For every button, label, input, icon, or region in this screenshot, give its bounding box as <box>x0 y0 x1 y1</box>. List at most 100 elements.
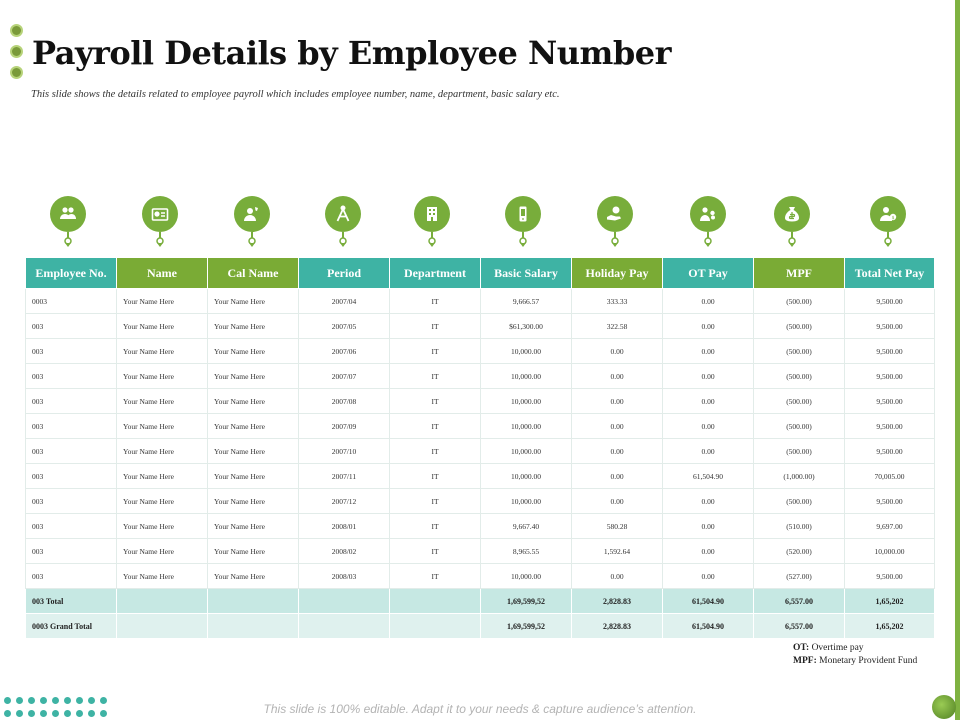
total-ot-pay: 61,504.90 <box>662 588 754 614</box>
cell-cal-name: Your Name Here <box>207 463 299 489</box>
table-row: 003 Your Name Here Your Name Here 2007/09 IT… <box>25 413 935 439</box>
cell-ot-pay: 0.00 <box>662 363 754 389</box>
cell-mpf: (500.00) <box>753 438 845 464</box>
svg-text:$: $ <box>892 215 895 221</box>
cell-department: IT <box>389 363 481 389</box>
cell-department: IT <box>389 438 481 464</box>
cell-employee-no: 003 <box>25 363 117 389</box>
grand-total-cell <box>207 613 299 639</box>
grand-total-label: 0003 Grand Total <box>25 613 117 639</box>
cell-employee-no: 0003 <box>25 288 117 314</box>
cell-cal-name: Your Name Here <box>207 388 299 414</box>
cell-total-net-pay: 9,500.00 <box>844 413 935 439</box>
cell-total-net-pay: 9,500.00 <box>844 338 935 364</box>
cell-period: 2007/08 <box>298 388 390 414</box>
grand-total-basic-salary: 1,69,599,52 <box>480 613 572 639</box>
cell-total-net-pay: 9,500.00 <box>844 438 935 464</box>
compass-icon <box>325 196 361 247</box>
cell-name: Your Name Here <box>116 288 208 314</box>
id-card-icon <box>142 196 178 247</box>
cell-period: 2007/06 <box>298 338 390 364</box>
cell-department: IT <box>389 413 481 439</box>
cell-employee-no: 003 <box>25 388 117 414</box>
people-icon <box>50 196 86 247</box>
cell-total-net-pay: 9,697.00 <box>844 513 935 539</box>
legend-mpf-value: Monetary Provident Fund <box>816 656 918 666</box>
cell-basic-salary: 8,965.55 <box>480 538 572 564</box>
cell-period: 2008/03 <box>298 563 390 589</box>
cell-basic-salary: 10,000.00 <box>480 388 572 414</box>
cell-basic-salary: 9,667.40 <box>480 513 572 539</box>
cell-mpf: (1,000.00) <box>753 463 845 489</box>
cell-period: 2007/09 <box>298 413 390 439</box>
cell-employee-no: 003 <box>25 513 117 539</box>
total-basic-salary: 1,69,599,52 <box>480 588 572 614</box>
cell-ot-pay: 0.00 <box>662 438 754 464</box>
accent-bar <box>955 0 960 720</box>
table-total-row: 003 Total 1,69,599,52 2,828.83 61,504.90 6,5… <box>25 588 935 614</box>
coin-hand-icon <box>597 196 633 247</box>
total-cell <box>389 588 481 614</box>
cell-holiday-pay: 0.00 <box>571 388 663 414</box>
cell-basic-salary: 10,000.00 <box>480 338 572 364</box>
cell-cal-name: Your Name Here <box>207 438 299 464</box>
legend-ot-value: Overtime pay <box>809 643 864 653</box>
cell-ot-pay: 0.00 <box>662 288 754 314</box>
cell-period: 2007/07 <box>298 363 390 389</box>
user-dollar-icon: $ <box>870 196 906 247</box>
table-row: 003 Your Name Here Your Name Here 2008/03 IT… <box>25 563 935 589</box>
cell-employee-no: 003 <box>25 538 117 564</box>
cell-ot-pay: 0.00 <box>662 313 754 339</box>
cell-department: IT <box>389 388 481 414</box>
total-cell <box>116 588 208 614</box>
table-row: 003 Your Name Here Your Name Here 2007/10 IT… <box>25 438 935 464</box>
grand-total-mpf: 6,557.00 <box>753 613 845 639</box>
cell-basic-salary: 10,000.00 <box>480 438 572 464</box>
footer-note: This slide is 100% editable. Adapt it to… <box>263 702 697 716</box>
cell-department: IT <box>389 338 481 364</box>
total-cell <box>207 588 299 614</box>
cell-total-net-pay: 70,005.00 <box>844 463 935 489</box>
header-ot-pay: OT Pay <box>662 257 754 289</box>
cell-employee-no: 003 <box>25 463 117 489</box>
table-row: 003 Your Name Here Your Name Here 2007/12 IT… <box>25 488 935 514</box>
cell-employee-no: 003 <box>25 413 117 439</box>
cell-total-net-pay: 9,500.00 <box>844 288 935 314</box>
cell-mpf: (510.00) <box>753 513 845 539</box>
payroll-table: Employee No. Name Cal Name Period Depart… <box>25 257 935 639</box>
table-grand-total-row: 0003 Grand Total 1,69,599,52 2,828.83 61,50… <box>25 613 935 639</box>
legend-ot: OT: Overtime pay <box>793 642 917 655</box>
cell-basic-salary: 9,666.57 <box>480 288 572 314</box>
grand-total-cell <box>116 613 208 639</box>
cell-holiday-pay: 580.28 <box>571 513 663 539</box>
cell-holiday-pay: 1,592.64 <box>571 538 663 564</box>
cell-cal-name: Your Name Here <box>207 538 299 564</box>
cell-department: IT <box>389 313 481 339</box>
cell-department: IT <box>389 288 481 314</box>
cell-total-net-pay: 9,500.00 <box>844 563 935 589</box>
cell-total-net-pay: 10,000.00 <box>844 538 935 564</box>
cell-name: Your Name Here <box>116 513 208 539</box>
cell-ot-pay: 0.00 <box>662 388 754 414</box>
cell-name: Your Name Here <box>116 438 208 464</box>
legend-ot-key: OT: <box>793 643 810 653</box>
cell-mpf: (500.00) <box>753 488 845 514</box>
cell-basic-salary: 10,000.00 <box>480 563 572 589</box>
cell-total-net-pay: 9,500.00 <box>844 388 935 414</box>
phone-device-icon <box>505 196 541 247</box>
header-department: Department <box>389 257 481 289</box>
total-label: 003 Total <box>25 588 117 614</box>
cell-cal-name: Your Name Here <box>207 413 299 439</box>
cell-cal-name: Your Name Here <box>207 563 299 589</box>
cell-cal-name: Your Name Here <box>207 488 299 514</box>
cell-holiday-pay: 0.00 <box>571 338 663 364</box>
cell-employee-no: 003 <box>25 338 117 364</box>
decor-dot <box>10 24 23 37</box>
cell-cal-name: Your Name Here <box>207 338 299 364</box>
cell-ot-pay: 0.00 <box>662 338 754 364</box>
cell-cal-name: Your Name Here <box>207 313 299 339</box>
cell-ot-pay: 0.00 <box>662 413 754 439</box>
grand-total-ot-pay: 61,504.90 <box>662 613 754 639</box>
table-header-row: Employee No. Name Cal Name Period Depart… <box>25 257 935 289</box>
decor-dot <box>10 66 23 79</box>
